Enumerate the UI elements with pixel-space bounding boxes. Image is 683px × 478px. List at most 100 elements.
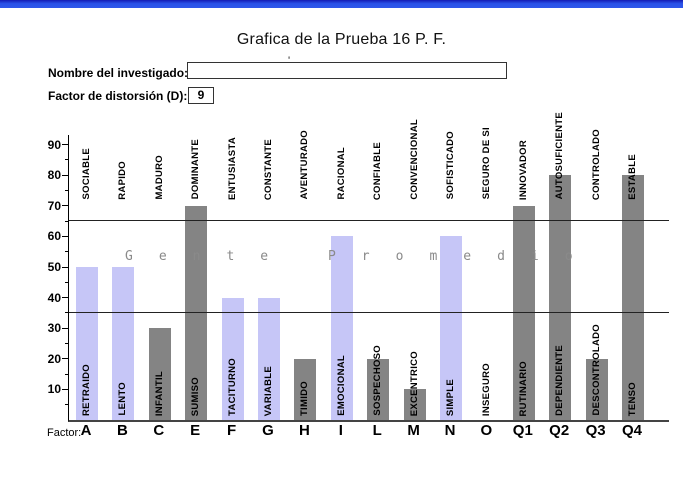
bar-bottom-label: VARIABLE xyxy=(263,365,274,416)
x-axis-category-label: O xyxy=(480,422,493,439)
bar-top-label: CONFIABLE xyxy=(372,141,384,200)
x-axis-category-label: N xyxy=(444,422,456,439)
x-axis-category-label: M xyxy=(407,422,420,439)
x-axis-category-label: B xyxy=(116,422,128,439)
window-titlebar-accent xyxy=(0,0,683,8)
y-axis-tick-label: 90 xyxy=(47,137,61,152)
bar-top-label: CONSTANTE xyxy=(263,138,274,200)
y-axis-minor-tick xyxy=(65,343,69,344)
bar-bottom-label: TACITURNO xyxy=(226,358,238,416)
x-axis-category-label: Q4 xyxy=(621,422,642,439)
y-axis-minor-tick xyxy=(65,373,69,375)
bar-top-label: RAPIDO xyxy=(117,160,129,200)
bar-bottom-label: TENSO xyxy=(627,381,638,416)
bar xyxy=(112,267,135,420)
bar-bottom-label: EMOCIONAL xyxy=(335,355,347,416)
bar xyxy=(549,175,572,420)
bar-bottom-label: DEPENDIENTE xyxy=(554,345,566,416)
x-axis-category-label: G xyxy=(262,422,274,439)
bar-bottom-label: SIMPLE xyxy=(445,378,456,416)
x-axis-category-label: E xyxy=(190,422,201,439)
bar xyxy=(330,236,353,420)
y-axis-tick xyxy=(62,327,69,329)
bar-bottom-label: INFANTIL xyxy=(153,370,165,416)
x-axis-category-label: I xyxy=(338,422,343,439)
chart-plot-area: Gente Promedio 10 20 30 40 50 60 70 80 90 SOCIABL… xyxy=(48,112,669,422)
bar xyxy=(294,358,317,420)
name-input[interactable] xyxy=(187,62,507,79)
bar-bottom-label: LENTO xyxy=(117,382,129,416)
bar-bottom-label: DESCONTROLADO xyxy=(590,324,602,416)
y-axis-tick-label: 70 xyxy=(47,198,61,213)
bar-top-label: MADURO xyxy=(153,155,165,200)
y-axis-minor-tick xyxy=(65,404,69,406)
bar-top-label: ENTUSIASTA xyxy=(226,136,238,200)
bar xyxy=(512,205,535,420)
y-axis-tick xyxy=(62,266,69,268)
bar-bottom-label: RETRAIDO xyxy=(81,363,92,416)
y-axis-minor-tick xyxy=(65,281,69,283)
bar-bottom-label: SUMISO xyxy=(190,376,202,416)
y-axis-tick xyxy=(62,235,69,237)
y-axis-minor-tick xyxy=(65,190,69,191)
x-axis-category-label: A xyxy=(80,422,92,439)
bar xyxy=(258,297,280,420)
y-axis-tick-label: 20 xyxy=(47,351,61,366)
bar-bottom-label: RUTINARIO xyxy=(517,360,529,416)
y-axis-tick xyxy=(62,388,69,390)
y-axis-tick-label: 60 xyxy=(47,229,61,244)
bar-top-label: DOMINANTE xyxy=(190,139,202,200)
x-axis-category-label: H xyxy=(298,422,310,439)
bar-bottom-label: EXCENTRICO xyxy=(408,350,420,416)
x-axis-category-label: F xyxy=(227,422,237,439)
x-axis-category-label: Q2 xyxy=(549,422,570,439)
bar xyxy=(221,297,244,420)
y-axis-tick-label: 80 xyxy=(47,168,61,183)
stray-mark: ' xyxy=(288,55,291,67)
y-axis-tick xyxy=(62,358,69,360)
name-field-label: Nombre del investigado: xyxy=(48,66,189,80)
bar-bottom-label: SOSPECHOSO xyxy=(372,345,384,416)
y-axis-minor-tick xyxy=(65,251,69,253)
y-axis-tick xyxy=(62,174,69,176)
bar-top-label: AUTOSUFICIENTE xyxy=(554,112,566,200)
bar xyxy=(440,236,462,420)
y-axis-tick-label: 10 xyxy=(47,382,61,397)
bar xyxy=(403,389,426,420)
bar xyxy=(622,175,644,420)
bar-bottom-label: TIMIDO xyxy=(299,380,311,416)
bar xyxy=(367,358,390,420)
bar-top-label: RACIONAL xyxy=(335,147,347,200)
y-axis-tick xyxy=(62,144,69,146)
bar-top-label: ESTABLE xyxy=(627,153,638,200)
reference-line xyxy=(69,311,669,313)
bar xyxy=(148,328,171,420)
x-axis-category-label: L xyxy=(372,422,382,439)
bar xyxy=(76,267,98,420)
bar-top-label: CONVENCIONAL xyxy=(408,119,420,200)
y-axis-minor-tick xyxy=(65,220,69,222)
bar-top-label: SOFISTICADO xyxy=(445,131,456,200)
reference-line xyxy=(69,220,669,222)
distortion-factor-label: Factor de distorsión (D): xyxy=(48,89,188,103)
bar-top-label: SOCIABLE xyxy=(81,148,92,200)
bar-top-label: SEGURO DE SI xyxy=(481,127,493,200)
bar-top-label: INNOVADOR xyxy=(517,139,529,200)
bar-top-label: CONTROLADO xyxy=(590,128,602,200)
y-axis-minor-tick xyxy=(65,159,69,161)
y-axis-tick-label: 30 xyxy=(47,321,61,336)
distortion-factor-value[interactable]: 9 xyxy=(188,87,214,104)
x-axis-category-label: Q3 xyxy=(585,422,606,439)
y-axis-tick-label: 40 xyxy=(47,290,61,305)
bar-top-label: AVENTURADO xyxy=(299,130,311,200)
y-axis-tick xyxy=(62,205,69,207)
page-title: Grafica de la Prueba 16 P. F. xyxy=(236,31,447,48)
y-axis-tick-label: 50 xyxy=(47,260,61,274)
x-axis-category-label: Q1 xyxy=(512,422,533,439)
bar-bottom-label: INSEGURO xyxy=(481,362,493,416)
x-axis-title: Factor: xyxy=(47,427,82,439)
chart-overlay-text: Gente Promedio xyxy=(125,249,599,264)
y-axis-minor-tick xyxy=(65,312,69,314)
y-axis-tick xyxy=(62,297,69,299)
